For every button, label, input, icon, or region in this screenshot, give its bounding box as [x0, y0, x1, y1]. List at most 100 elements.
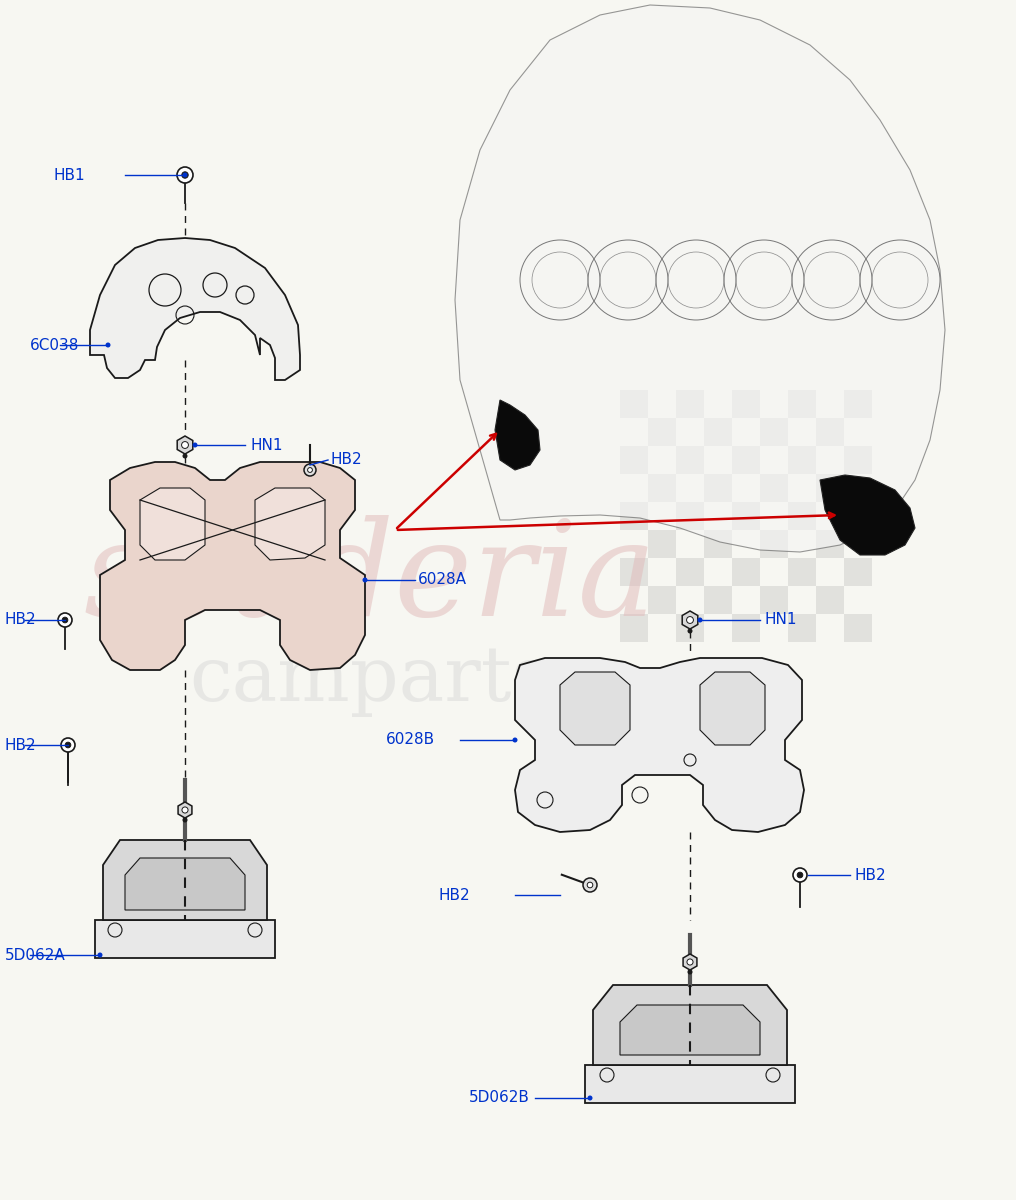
Circle shape: [583, 878, 597, 892]
Text: HB2: HB2: [330, 452, 362, 468]
Bar: [788, 446, 816, 474]
Circle shape: [183, 454, 188, 458]
Text: 5D062A: 5D062A: [5, 948, 66, 962]
Bar: [844, 502, 872, 530]
Circle shape: [688, 970, 693, 974]
Circle shape: [183, 173, 188, 178]
Circle shape: [106, 342, 111, 348]
Polygon shape: [560, 672, 630, 745]
Bar: [816, 474, 844, 502]
Circle shape: [98, 953, 103, 958]
Bar: [788, 558, 816, 586]
Bar: [732, 614, 760, 642]
Text: HB2: HB2: [5, 612, 37, 628]
Bar: [760, 418, 788, 446]
Bar: [788, 502, 816, 530]
Circle shape: [192, 443, 197, 448]
Polygon shape: [820, 475, 915, 554]
Bar: [844, 390, 872, 418]
Circle shape: [587, 1096, 592, 1100]
Bar: [760, 586, 788, 614]
Text: HB2: HB2: [855, 868, 887, 882]
Bar: [648, 418, 676, 446]
Circle shape: [182, 442, 188, 449]
Bar: [816, 586, 844, 614]
Bar: [732, 446, 760, 474]
Text: 6028A: 6028A: [418, 572, 467, 588]
Polygon shape: [620, 1006, 760, 1055]
Text: HB2: HB2: [5, 738, 37, 752]
Bar: [620, 502, 648, 530]
Bar: [96, 920, 275, 958]
Text: 6C038: 6C038: [30, 337, 79, 353]
Bar: [844, 446, 872, 474]
Polygon shape: [125, 858, 245, 910]
Polygon shape: [495, 400, 539, 470]
Bar: [788, 390, 816, 418]
Text: HB2: HB2: [438, 888, 470, 902]
Bar: [816, 418, 844, 446]
Bar: [760, 530, 788, 558]
Circle shape: [304, 464, 316, 476]
Text: HN1: HN1: [250, 438, 282, 452]
Polygon shape: [103, 840, 267, 920]
Bar: [844, 558, 872, 586]
Polygon shape: [177, 436, 193, 454]
Circle shape: [58, 613, 72, 626]
Bar: [648, 530, 676, 558]
Circle shape: [687, 959, 693, 965]
Bar: [620, 446, 648, 474]
Polygon shape: [90, 238, 300, 380]
Bar: [620, 558, 648, 586]
Circle shape: [698, 618, 702, 623]
Bar: [704, 586, 732, 614]
Bar: [676, 502, 704, 530]
Bar: [732, 502, 760, 530]
Circle shape: [62, 617, 68, 623]
Circle shape: [182, 806, 188, 814]
Polygon shape: [178, 802, 192, 818]
Bar: [816, 530, 844, 558]
Circle shape: [183, 817, 188, 822]
Circle shape: [65, 742, 71, 748]
Polygon shape: [140, 488, 205, 560]
Bar: [788, 614, 816, 642]
Circle shape: [182, 172, 188, 178]
Text: 6028B: 6028B: [386, 732, 435, 748]
Bar: [585, 1066, 795, 1103]
Bar: [704, 418, 732, 446]
Circle shape: [363, 577, 368, 582]
Text: HN1: HN1: [765, 612, 798, 628]
Polygon shape: [700, 672, 765, 745]
Bar: [620, 390, 648, 418]
Circle shape: [308, 468, 312, 473]
Bar: [704, 530, 732, 558]
Polygon shape: [455, 5, 945, 552]
Bar: [648, 474, 676, 502]
Polygon shape: [593, 985, 787, 1066]
Text: 5D062B: 5D062B: [469, 1091, 530, 1105]
Circle shape: [798, 872, 803, 878]
Circle shape: [687, 617, 693, 624]
Text: scuderia: scuderia: [83, 516, 656, 644]
Polygon shape: [683, 954, 697, 970]
Circle shape: [688, 629, 693, 634]
Bar: [732, 390, 760, 418]
Bar: [676, 390, 704, 418]
Bar: [648, 586, 676, 614]
Circle shape: [177, 167, 193, 182]
Bar: [676, 558, 704, 586]
Text: camparts: camparts: [189, 643, 551, 716]
Polygon shape: [255, 488, 325, 560]
Bar: [704, 474, 732, 502]
Text: HB1: HB1: [54, 168, 85, 182]
Bar: [732, 558, 760, 586]
Bar: [676, 614, 704, 642]
Polygon shape: [515, 658, 804, 832]
Circle shape: [793, 868, 807, 882]
Bar: [844, 614, 872, 642]
Bar: [620, 614, 648, 642]
Circle shape: [512, 738, 517, 743]
Polygon shape: [100, 462, 365, 670]
Bar: [760, 474, 788, 502]
